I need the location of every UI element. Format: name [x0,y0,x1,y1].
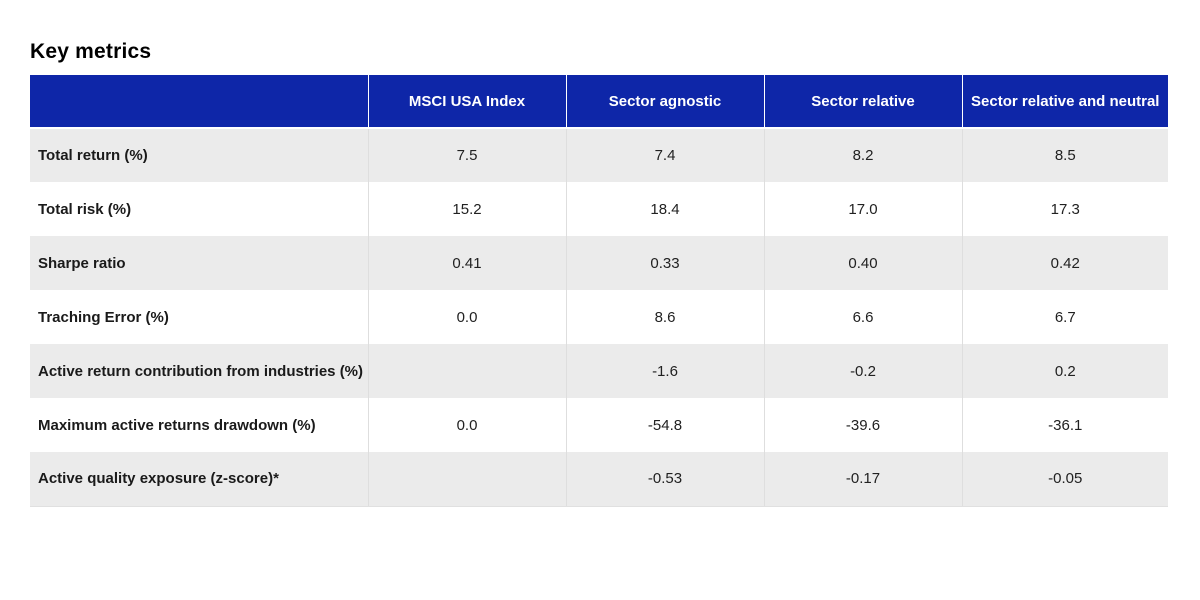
cell-sector-relative-and-neutral: 0.2 [961,344,1168,399]
row-label: Active return contribution from industri… [30,344,368,399]
cell-msci-usa-index [367,452,566,507]
table-row: Active return contribution from industri… [30,344,1168,399]
table-row: Maximum active returns drawdown (%) 0.0 … [30,398,1168,453]
cell-sector-relative-and-neutral: -0.05 [961,452,1168,507]
cell-msci-usa-index: 15.2 [367,182,566,237]
cell-sector-agnostic: 7.4 [565,127,764,183]
row-label: Maximum active returns drawdown (%) [30,398,368,453]
row-label: Sharpe ratio [30,236,368,291]
cell-sector-agnostic: -1.6 [565,344,764,399]
row-label: Active quality exposure (z-score)* [30,452,368,507]
cell-msci-usa-index: 0.0 [367,398,566,453]
cell-sector-relative-and-neutral: 17.3 [961,182,1168,237]
table-row: Sharpe ratio 0.41 0.33 0.40 0.42 [30,236,1168,291]
cell-sector-agnostic: -54.8 [565,398,764,453]
cell-sector-relative: 8.2 [763,127,962,183]
cell-sector-relative-and-neutral: -36.1 [961,398,1168,453]
cell-sector-agnostic: -0.53 [565,452,764,507]
cell-sector-agnostic: 0.33 [565,236,764,291]
cell-sector-relative: 17.0 [763,182,962,237]
cell-sector-relative: -39.6 [763,398,962,453]
header-cell-blank [30,75,368,129]
page-title: Key metrics [30,40,152,63]
row-label: Total risk (%) [30,182,368,237]
cell-msci-usa-index [367,344,566,399]
key-metrics-table: MSCI USA Index Sector agnostic Sector re… [30,75,1168,507]
table-header-row: MSCI USA Index Sector agnostic Sector re… [30,75,1168,129]
cell-sector-agnostic: 8.6 [565,290,764,345]
table-row: Active quality exposure (z-score)* -0.53… [30,452,1168,507]
row-label: Traching Error (%) [30,290,368,345]
table-row: Total risk (%) 15.2 18.4 17.0 17.3 [30,182,1168,237]
cell-sector-relative: 6.6 [763,290,962,345]
cell-sector-relative: -0.17 [763,452,962,507]
cell-msci-usa-index: 7.5 [367,127,566,183]
header-cell-sector-agnostic: Sector agnostic [565,75,764,129]
cell-sector-relative-and-neutral: 8.5 [961,127,1168,183]
cell-sector-relative: 0.40 [763,236,962,291]
cell-msci-usa-index: 0.41 [367,236,566,291]
header-cell-sector-relative: Sector relative [763,75,962,129]
row-label: Total return (%) [30,127,368,183]
table-row: Total return (%) 7.5 7.4 8.2 8.5 [30,127,1168,183]
header-cell-sector-relative-and-neutral: Sector relative and neutral [961,75,1168,129]
table-row: Traching Error (%) 0.0 8.6 6.6 6.7 [30,290,1168,345]
cell-sector-relative-and-neutral: 0.42 [961,236,1168,291]
cell-msci-usa-index: 0.0 [367,290,566,345]
cell-sector-agnostic: 18.4 [565,182,764,237]
cell-sector-relative: -0.2 [763,344,962,399]
cell-sector-relative-and-neutral: 6.7 [961,290,1168,345]
header-cell-msci-usa-index: MSCI USA Index [367,75,566,129]
